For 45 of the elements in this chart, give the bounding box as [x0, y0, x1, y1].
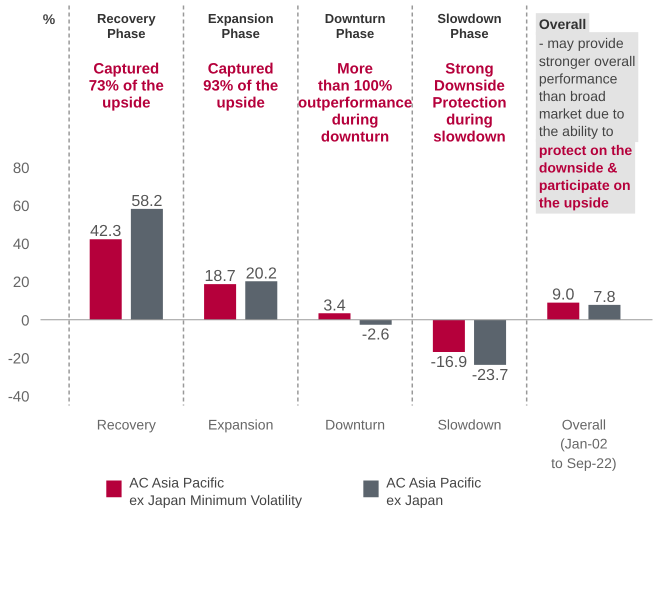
annotation: Slowdown Phase: [437, 11, 502, 42]
y-tick-label: 60: [12, 198, 30, 215]
y-axis-title: %: [42, 11, 56, 28]
annotation: Downturn Phase: [324, 11, 386, 42]
y-tick-label: -40: [8, 388, 30, 406]
bar: [318, 313, 351, 320]
x-tick-label: Slowdown: [438, 416, 502, 432]
data-label: 9.0: [552, 286, 574, 304]
x-tick-label: Downturn: [325, 416, 386, 432]
bar: [245, 281, 278, 320]
bar: [130, 208, 163, 320]
annotation: Captured 93% of the upside: [203, 60, 278, 112]
data-label: -16.9: [430, 354, 468, 371]
data-label: 18.7: [204, 268, 236, 286]
bar: [474, 320, 506, 365]
y-tick-label: 20: [12, 274, 30, 292]
annotation: Recovery Phase: [97, 11, 156, 42]
annotation: Expansion Phase: [208, 11, 274, 42]
bar: [204, 284, 236, 320]
x-tick-label: Expansion: [208, 416, 274, 432]
annotation: protect on the downside & participate on the upside: [538, 142, 632, 211]
annotation: - may provide stronger overall performance than broad market due to the ability to: [538, 35, 636, 140]
data-label: 20.2: [246, 265, 277, 282]
bar: [432, 320, 465, 352]
y-tick-label: 40: [12, 236, 30, 254]
data-label: -23.7: [472, 366, 508, 384]
legend-label: AC Asia Pacific ex Japan Minimum Volatility: [129, 474, 302, 508]
annotation: Strong Downside Protection during slowdown: [432, 60, 507, 146]
annotation: More than 100% outperformance during downturn: [298, 60, 412, 146]
data-label: 58.2: [131, 192, 163, 210]
bar: [588, 304, 620, 320]
y-tick-label: 0: [21, 312, 30, 330]
x-tick-label: Recovery: [96, 416, 156, 432]
annotation: Overall: [538, 16, 586, 32]
data-label: 7.8: [593, 288, 616, 306]
data-label: 3.4: [323, 297, 346, 314]
data-label: -2.6: [362, 326, 390, 344]
y-tick-label: -20: [8, 350, 30, 368]
annotation: Captured 73% of the upside: [88, 60, 164, 112]
data-label: 42.3: [90, 223, 122, 240]
y-tick-label: 80: [12, 160, 30, 177]
x-tick-label: Overall (Jan-02 to Sep-22): [551, 416, 617, 471]
legend-label: AC Asia Pacific ex Japan: [386, 474, 482, 508]
bar: [90, 239, 122, 320]
bar: [547, 302, 580, 320]
